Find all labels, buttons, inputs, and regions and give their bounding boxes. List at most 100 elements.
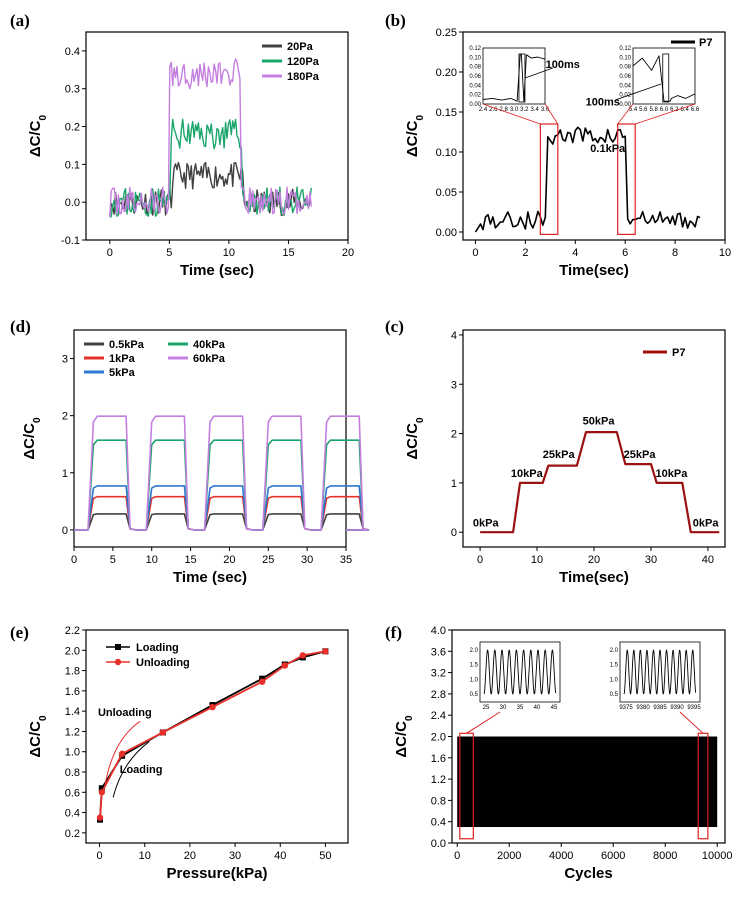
inset-frame bbox=[482, 47, 546, 105]
x-tick-label: 50 bbox=[319, 850, 331, 862]
y-axis-title-sub: 0 bbox=[415, 417, 426, 423]
loading-arrow bbox=[112, 741, 150, 798]
inset-y-tick: 0.5 bbox=[470, 692, 479, 698]
y-axis-title-sub: 0 bbox=[32, 417, 43, 423]
y-tick-label: 0.15 bbox=[436, 107, 457, 119]
inset-window bbox=[518, 53, 526, 103]
inset-y-tick: 0.06 bbox=[619, 74, 631, 80]
y-tick-label: 1.0 bbox=[65, 747, 80, 759]
data-point bbox=[299, 652, 307, 659]
x-tick-label: 15 bbox=[184, 554, 196, 566]
panel-b: 0 2 4 6 8 10 0.00 0.05 0.10 0.15 0.20 0.25 Time(sec)… bbox=[385, 11, 731, 279]
inset-y-tick: 0.02 bbox=[619, 93, 631, 99]
inset-x-tick: 30 bbox=[500, 705, 507, 711]
legend-label: Loading bbox=[136, 642, 179, 654]
y-axis-title: ΔC/C0 bbox=[393, 715, 415, 758]
inset-y-tick: 1.5 bbox=[470, 663, 479, 669]
y-tick-label: 1.4 bbox=[65, 706, 80, 718]
connector-line bbox=[635, 103, 696, 125]
y-tick-label: 2 bbox=[62, 411, 68, 423]
inset-x-tick: 5.8 bbox=[649, 107, 658, 113]
inset-line bbox=[632, 55, 696, 102]
inset-x-tick: 3.0 bbox=[510, 107, 519, 113]
inset-window bbox=[662, 53, 670, 103]
y-tick-label: 0.10 bbox=[436, 147, 457, 159]
annotation: 50kPa bbox=[583, 416, 616, 428]
inset-x-tick: 2.4 bbox=[479, 107, 488, 113]
inset-y-tick: 1.5 bbox=[610, 663, 619, 669]
y-tick-label: 4.0 bbox=[431, 625, 446, 637]
inset-x-tick: 3.4 bbox=[530, 107, 539, 113]
connector-line bbox=[544, 103, 559, 125]
x-tick-label: 2000 bbox=[497, 850, 521, 862]
y-tick-label: 0.4 bbox=[65, 46, 80, 58]
inset-x-tick: 9385 bbox=[653, 705, 667, 711]
x-tick-label: 20 bbox=[588, 554, 600, 566]
x-tick-label: 35 bbox=[340, 554, 352, 566]
annotation: 10kPa bbox=[656, 468, 689, 480]
x-tick-label: 20 bbox=[342, 247, 354, 259]
unloading-arrow bbox=[104, 720, 141, 786]
x-tick-label: 10 bbox=[139, 850, 151, 862]
y-tick-label: 0.4 bbox=[65, 808, 80, 820]
y-tick-label: 1 bbox=[62, 468, 68, 480]
x-tick-label: 0 bbox=[71, 554, 77, 566]
x-tick-label: 30 bbox=[229, 850, 241, 862]
y-tick-label: 0.4 bbox=[431, 817, 446, 829]
inset-x-tick: 45 bbox=[551, 705, 558, 711]
y-tick-label: 3.2 bbox=[431, 668, 446, 680]
inset-panel: 5.4 5.6 5.8 6.0 6.2 6.4 6.6 0.00 0.02 0.04 0.06 0.0… bbox=[619, 46, 700, 113]
inset-y-tick: 0.5 bbox=[610, 692, 619, 698]
x-tick-label: 4000 bbox=[549, 850, 573, 862]
y-axis-title-main: ΔC/C bbox=[21, 423, 38, 460]
inset-y-tick: 0.00 bbox=[619, 102, 631, 108]
x-tick-label: 0 bbox=[96, 850, 102, 862]
inset-x-tick: 5.4 bbox=[629, 107, 638, 113]
inset-y-tick: 0.04 bbox=[619, 83, 631, 89]
x-tick-label: 0 bbox=[107, 247, 113, 259]
inset-frame bbox=[632, 47, 696, 105]
annotation: 10kPa bbox=[511, 468, 544, 480]
inset-panel: 2.4 2.6 2.8 3.0 3.2 3.4 3.6 0.00 0.02 0.04 0.06 0.0… bbox=[469, 46, 550, 113]
y-tick-label: 1.6 bbox=[431, 753, 446, 765]
y-tick-label: 2.2 bbox=[65, 625, 80, 637]
x-tick-label: 0 bbox=[472, 247, 478, 259]
y-tick-label: 2 bbox=[451, 429, 457, 441]
y-tick-label: 1.2 bbox=[65, 726, 80, 738]
series-line-0.5kPa bbox=[74, 513, 370, 531]
x-axis-title: Pressure(kPa) bbox=[167, 865, 268, 882]
inset-x-tick: 6.4 bbox=[680, 107, 689, 113]
inset-y-tick: 0.12 bbox=[619, 46, 631, 52]
y-tick-label: 0.2 bbox=[65, 122, 80, 134]
y-tick-label: 2.8 bbox=[431, 689, 446, 701]
y-axis-title: ΔC/C0 bbox=[21, 417, 43, 460]
x-tick-label: 40 bbox=[274, 850, 286, 862]
y-tick-label: 0.25 bbox=[436, 27, 457, 39]
y-tick-label: 0.00 bbox=[436, 227, 457, 239]
connector-arrow bbox=[466, 711, 501, 734]
inset-line bbox=[482, 54, 546, 103]
legend-label: P7 bbox=[699, 37, 712, 49]
inset-y-tick: 0.00 bbox=[469, 102, 481, 108]
inset-wave bbox=[483, 649, 557, 695]
x-tick-label: 5 bbox=[166, 247, 172, 259]
x-tick-label: 4 bbox=[572, 247, 578, 259]
y-tick-label: -0.1 bbox=[61, 235, 80, 247]
y-axis-title: ΔC/C0 bbox=[27, 114, 49, 157]
connector-line bbox=[617, 103, 634, 125]
x-tick-label: 0 bbox=[477, 554, 483, 566]
inset-y-tick: 2.0 bbox=[470, 648, 479, 654]
data-point bbox=[209, 703, 216, 711]
data-point bbox=[96, 814, 104, 821]
panel-label: (c) bbox=[385, 317, 404, 336]
data-point bbox=[159, 729, 166, 736]
y-tick-label: 0 bbox=[62, 525, 68, 537]
y-tick-label: 0.0 bbox=[65, 197, 80, 209]
annotation: 0kPa bbox=[693, 517, 720, 529]
arrow-line bbox=[615, 83, 662, 101]
cycling-band bbox=[457, 736, 718, 828]
inset-x-tick: 6.0 bbox=[660, 107, 669, 113]
inset-x-tick: 40 bbox=[534, 705, 541, 711]
legend-marker bbox=[114, 658, 122, 666]
inset-y-tick: 0.08 bbox=[619, 65, 631, 71]
